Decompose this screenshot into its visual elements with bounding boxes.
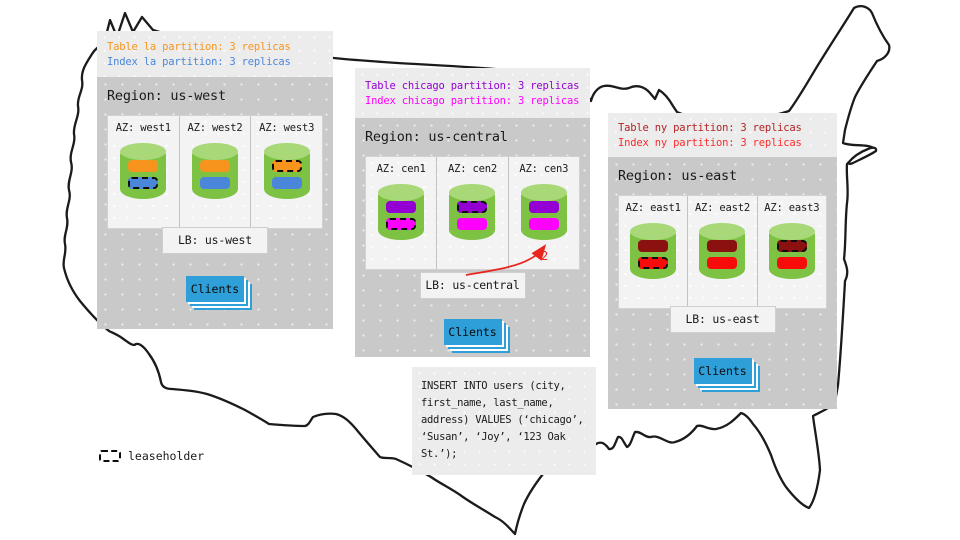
table-replica-bar: [128, 160, 159, 172]
database-cylinder-icon: [120, 143, 167, 199]
az-cell-west1: AZ: west1: [108, 116, 179, 228]
load-balancer-us-central: LB: us-central: [419, 272, 526, 299]
table-replica-bar: [386, 201, 417, 213]
table-partition-caption: Table la partition: 3 replicas: [107, 41, 291, 53]
table-replica-bar: [638, 240, 669, 252]
az-label: AZ: east2: [694, 202, 751, 214]
index-replica-bar: [200, 177, 230, 189]
index-partition-caption: Index chicago partition: 3 replicas: [365, 95, 580, 107]
table-partition-caption: Table ny partition: 3 replicas: [618, 122, 802, 134]
database-cylinder-icon: [192, 143, 238, 199]
index-replica-bar: [128, 177, 159, 189]
az-label: AZ: west1: [115, 122, 171, 134]
index-partition-caption: Index ny partition: 3 replicas: [618, 137, 802, 149]
region-panel-us-central: Table chicago partition: 3 replicas Inde…: [355, 68, 590, 357]
database-cylinder-icon: [263, 143, 310, 199]
region-title: Region: us-east: [618, 168, 737, 184]
partition-caption-box: Table ny partition: 3 replicas Index ny …: [608, 113, 837, 157]
region-box: Region: us-central AZ: cen1 AZ: cen2 AZ:…: [355, 118, 590, 357]
index-replica-bar: [528, 218, 559, 230]
region-title: Region: us-west: [107, 88, 226, 104]
az-label: AZ: east1: [625, 202, 681, 214]
az-label: AZ: west2: [187, 122, 243, 134]
table-replica-bar: [528, 201, 559, 213]
az-row: AZ: east1 AZ: east2 AZ: east3: [618, 195, 827, 309]
table-replica-bar: [200, 160, 230, 172]
index-replica-bar: [386, 218, 417, 230]
region-title: Region: us-central: [365, 129, 508, 145]
database-cylinder-icon: [768, 223, 815, 279]
table-replica-bar: [776, 240, 807, 252]
region-box: Region: us-east AZ: east1 AZ: east2 AZ: …: [608, 157, 837, 409]
az-row: AZ: cen1 AZ: cen2 AZ: cen3: [365, 156, 580, 270]
database-cylinder-icon: [378, 184, 425, 240]
table-replica-bar: [271, 160, 302, 172]
clients-button-us-central[interactable]: Clients: [443, 319, 502, 345]
az-label: AZ: cen1: [376, 163, 426, 175]
database-cylinder-icon: [520, 184, 567, 240]
table-partition-caption: Table chicago partition: 3 replicas: [365, 80, 580, 92]
sql-statement: INSERT INTO users (city, first_name, las…: [412, 367, 596, 475]
leaseholder-legend: leaseholder: [99, 449, 204, 463]
az-cell-east2: AZ: east2: [687, 196, 756, 308]
az-cell-east3: AZ: east3: [756, 196, 826, 308]
index-replica-bar: [776, 257, 807, 269]
az-cell-cen3: AZ: cen3: [507, 157, 579, 269]
index-replica-bar: [271, 177, 302, 189]
az-label: AZ: east3: [764, 202, 820, 214]
az-cell-west2: AZ: west2: [178, 116, 251, 228]
clients-button-us-west[interactable]: Clients: [186, 276, 244, 302]
az-cell-cen1: AZ: cen1: [366, 157, 436, 269]
step-2-label: 2: [541, 249, 549, 263]
az-cell-east1: AZ: east1: [619, 196, 687, 308]
az-cell-west3: AZ: west3: [250, 116, 322, 228]
az-label: AZ: west3: [259, 122, 315, 134]
region-box: Region: us-west AZ: west1 AZ: west2 AZ: …: [97, 77, 333, 329]
region-panel-us-west: Table la partition: 3 replicas Index la …: [97, 31, 333, 329]
load-balancer-us-west: LB: us-west: [162, 227, 268, 254]
partition-caption-box: Table chicago partition: 3 replicas Inde…: [355, 68, 590, 118]
load-balancer-us-east: LB: us-east: [669, 306, 776, 333]
table-replica-bar: [457, 201, 488, 213]
database-cylinder-icon: [630, 223, 677, 279]
az-row: AZ: west1 AZ: west2 AZ: west3: [107, 115, 323, 229]
table-replica-bar: [707, 240, 738, 252]
database-cylinder-icon: [449, 184, 496, 240]
index-replica-bar: [707, 257, 738, 269]
index-replica-bar: [638, 257, 669, 269]
az-cell-cen2: AZ: cen2: [436, 157, 507, 269]
az-label: AZ: cen3: [519, 163, 569, 175]
region-panel-us-east: Table ny partition: 3 replicas Index ny …: [608, 113, 837, 409]
leaseholder-swatch-icon: [99, 450, 121, 462]
clients-button-us-east[interactable]: Clients: [693, 358, 752, 384]
az-label: AZ: cen2: [448, 163, 497, 175]
legend-label: leaseholder: [128, 449, 205, 463]
index-replica-bar: [457, 218, 488, 230]
partition-caption-box: Table la partition: 3 replicas Index la …: [97, 31, 333, 77]
database-cylinder-icon: [699, 223, 746, 279]
index-partition-caption: Index la partition: 3 replicas: [107, 56, 291, 68]
